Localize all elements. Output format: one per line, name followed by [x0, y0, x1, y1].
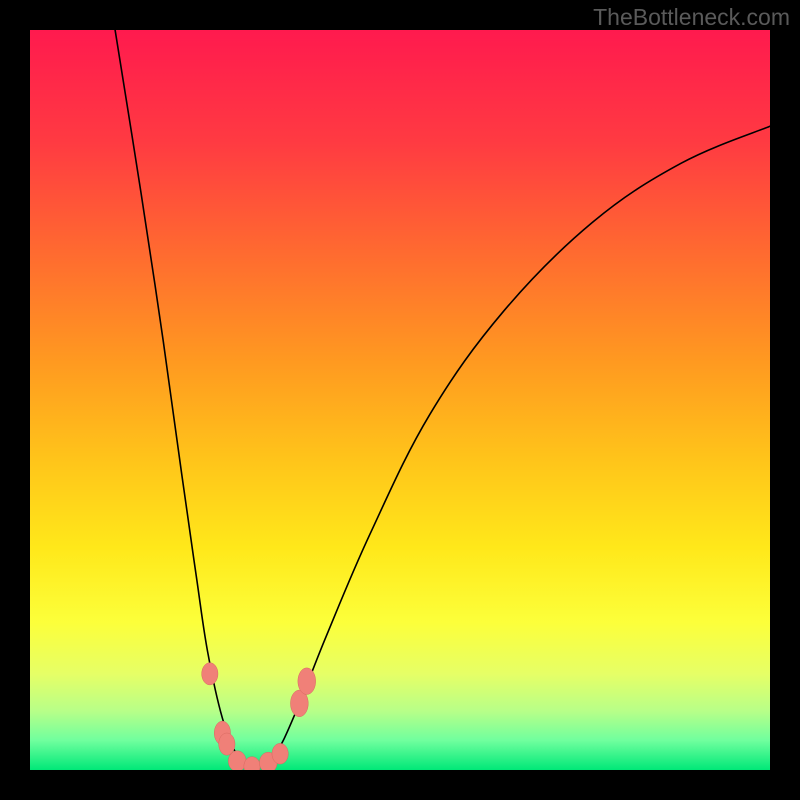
curve-marker	[219, 733, 235, 755]
outer-frame: TheBottleneck.com	[0, 0, 800, 800]
chart-background	[30, 30, 770, 770]
curve-marker	[228, 751, 246, 770]
chart-area	[30, 30, 770, 770]
curve-marker	[272, 743, 288, 764]
watermark-text: TheBottleneck.com	[593, 4, 790, 31]
curve-marker	[298, 668, 316, 695]
bottleneck-curve-chart	[30, 30, 770, 770]
curve-marker	[202, 663, 218, 685]
